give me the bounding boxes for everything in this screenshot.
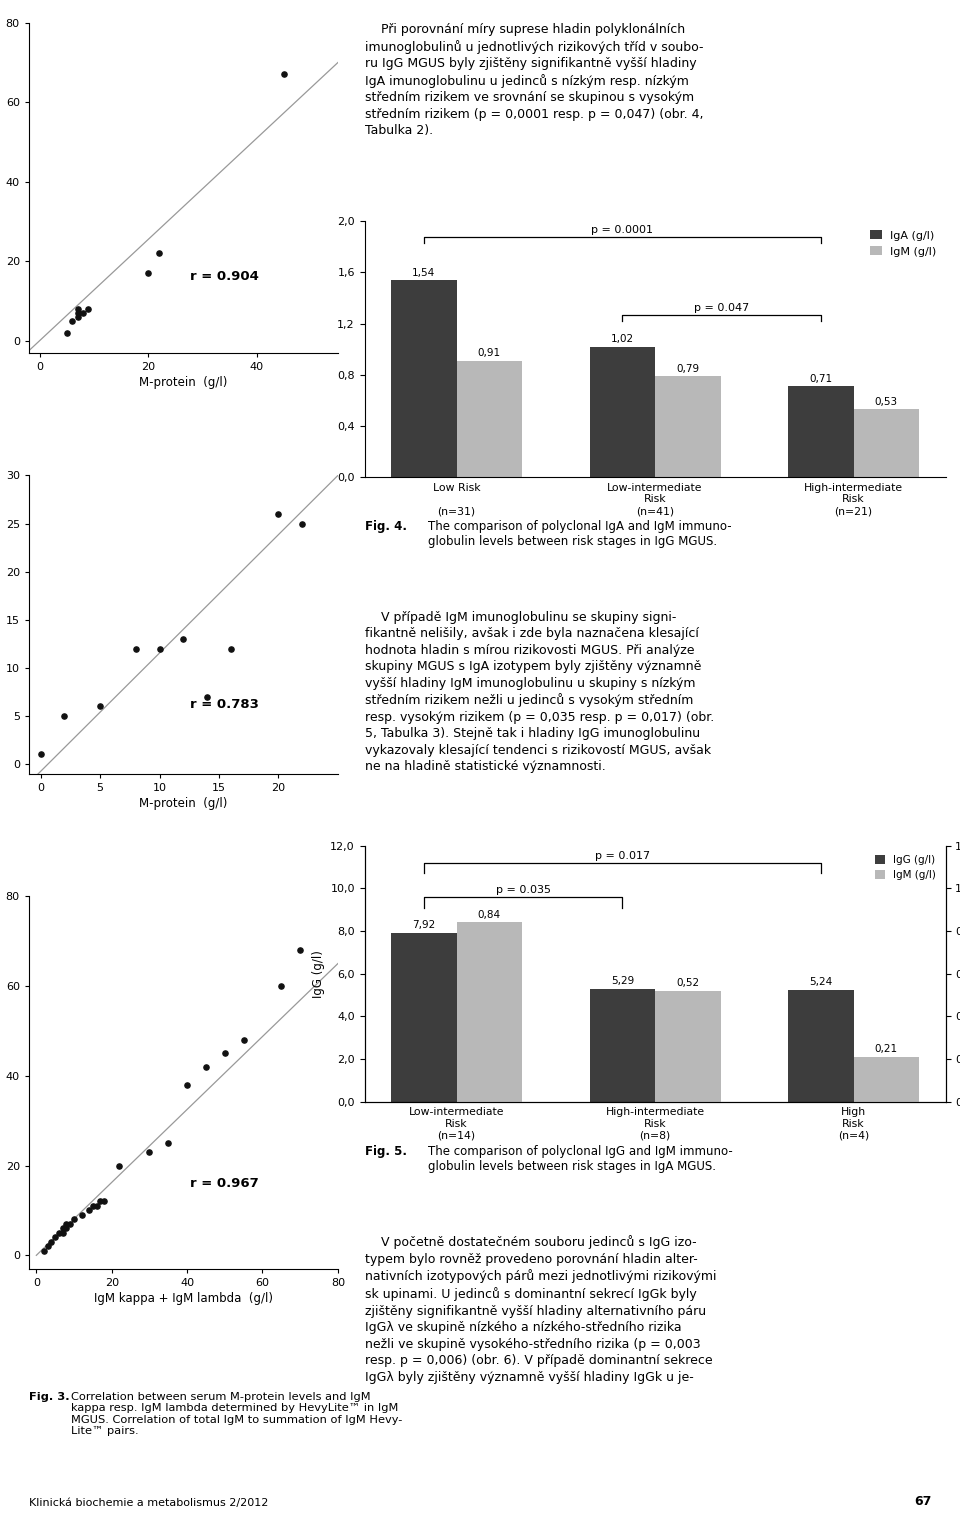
Point — [93, 1189, 108, 1213]
Text: 0,52: 0,52 — [676, 979, 700, 988]
Point — [152, 637, 167, 661]
Point — [57, 704, 72, 728]
Point — [44, 1230, 60, 1254]
Bar — [788, 386, 853, 477]
Text: r = 0.783: r = 0.783 — [189, 698, 258, 711]
Point — [36, 1239, 52, 1263]
Bar — [391, 280, 457, 477]
Text: Klinická biochemie a metabolismus 2/2012: Klinická biochemie a metabolismus 2/2012 — [29, 1497, 268, 1508]
Point — [223, 637, 238, 661]
Point — [55, 1221, 70, 1245]
Text: 5,29: 5,29 — [611, 976, 634, 986]
Point — [200, 684, 215, 708]
Text: The comparison of polyclonal IgA and IgM immuno-
globulin levels between risk st: The comparison of polyclonal IgA and IgM… — [428, 520, 732, 549]
Bar — [655, 991, 721, 1102]
Point — [66, 1207, 82, 1231]
Point — [40, 1234, 56, 1259]
Text: p = 0.017: p = 0.017 — [595, 851, 650, 860]
Text: 0,71: 0,71 — [809, 374, 832, 383]
Point — [92, 695, 108, 719]
Text: The comparison of polyclonal IgG and IgM immuno-
globulin levels between risk st: The comparison of polyclonal IgG and IgM… — [428, 1145, 733, 1172]
Point — [152, 242, 167, 266]
Text: Při porovnání míry suprese hladin polyklonálních
imunoglobulinů u jednotlivých r: Při porovnání míry suprese hladin polykl… — [365, 23, 703, 137]
Bar — [655, 375, 721, 477]
Text: 0,91: 0,91 — [478, 348, 501, 359]
Point — [70, 306, 85, 330]
Point — [60, 321, 75, 345]
X-axis label: IgM kappa + IgM lambda  (g/l): IgM kappa + IgM lambda (g/l) — [94, 1292, 273, 1306]
Bar — [589, 990, 655, 1102]
Point — [97, 1189, 112, 1213]
Bar — [391, 933, 457, 1102]
Text: Fig. 5.: Fig. 5. — [365, 1145, 407, 1158]
Text: 1,54: 1,54 — [412, 268, 436, 278]
Y-axis label: IgM lambda (g/l): IgM lambda (g/l) — [0, 576, 2, 673]
Text: p = 0.0001: p = 0.0001 — [591, 225, 654, 236]
Y-axis label: Total IgM (g/l): Total IgM (g/l) — [0, 1043, 2, 1123]
Point — [89, 1193, 105, 1218]
Text: Fig. 4.: Fig. 4. — [365, 520, 407, 534]
Text: 0,53: 0,53 — [875, 397, 898, 407]
Text: r = 0.967: r = 0.967 — [189, 1176, 258, 1190]
Point — [82, 1198, 97, 1222]
Point — [47, 1225, 62, 1249]
Point — [75, 301, 90, 325]
Point — [81, 296, 96, 321]
Text: Correlation between serum M-protein levels and IgM
kappa resp. IgM lambda determ: Correlation between serum M-protein leve… — [70, 1391, 402, 1436]
Point — [74, 1202, 89, 1227]
Text: 7,92: 7,92 — [412, 920, 436, 930]
Text: 0,79: 0,79 — [676, 363, 700, 374]
Legend: IgA (g/l), IgM (g/l): IgA (g/l), IgM (g/l) — [867, 226, 940, 260]
Point — [271, 502, 286, 526]
Bar — [788, 990, 853, 1102]
Text: p = 0.047: p = 0.047 — [694, 304, 749, 313]
Point — [33, 742, 48, 766]
Text: 0,21: 0,21 — [875, 1044, 898, 1055]
Point — [59, 1211, 74, 1236]
Text: 1,02: 1,02 — [611, 334, 634, 344]
Point — [217, 1041, 232, 1066]
Point — [59, 1216, 74, 1240]
Text: 67: 67 — [914, 1494, 931, 1508]
Bar — [457, 360, 522, 477]
Point — [142, 1140, 157, 1164]
X-axis label: M-protein  (g/l): M-protein (g/l) — [139, 375, 228, 389]
Text: Fig. 3.: Fig. 3. — [29, 1391, 69, 1401]
Y-axis label: IgG (g/l): IgG (g/l) — [312, 950, 324, 997]
Text: V případě IgM imunoglobulinu se skupiny signi-
fikantně nelišily, avšak i zde by: V případě IgM imunoglobulinu se skupiny … — [365, 611, 714, 774]
Point — [128, 637, 143, 661]
Point — [62, 1211, 78, 1236]
Point — [111, 1154, 127, 1178]
Point — [70, 296, 85, 321]
Y-axis label: IgM kappa (g/l): IgM kappa (g/l) — [0, 143, 2, 233]
Bar — [589, 347, 655, 477]
Bar — [853, 1056, 919, 1102]
Bar — [853, 409, 919, 477]
Point — [160, 1131, 176, 1155]
Point — [176, 626, 191, 651]
Text: r = 0.904: r = 0.904 — [189, 271, 258, 283]
Point — [85, 1193, 101, 1218]
Text: 0,84: 0,84 — [478, 910, 501, 920]
Point — [236, 1028, 252, 1052]
Point — [295, 511, 310, 535]
Legend: IgG (g/l), IgM (g/l): IgG (g/l), IgM (g/l) — [871, 851, 941, 885]
X-axis label: M-protein  (g/l): M-protein (g/l) — [139, 796, 228, 810]
Point — [64, 309, 80, 333]
Text: p = 0.035: p = 0.035 — [495, 885, 550, 895]
Text: 5,24: 5,24 — [809, 977, 832, 988]
Point — [180, 1073, 195, 1097]
Point — [55, 1216, 70, 1240]
Point — [140, 261, 156, 286]
Point — [199, 1055, 214, 1079]
Point — [51, 1221, 66, 1245]
Bar — [457, 923, 522, 1102]
Point — [293, 938, 308, 962]
Point — [70, 301, 85, 325]
Text: V početně dostatečném souboru jedinců s IgG izo-
typem bylo rovněž provedeno por: V početně dostatečném souboru jedinců s … — [365, 1236, 716, 1383]
Point — [276, 62, 291, 87]
Point — [274, 974, 289, 999]
